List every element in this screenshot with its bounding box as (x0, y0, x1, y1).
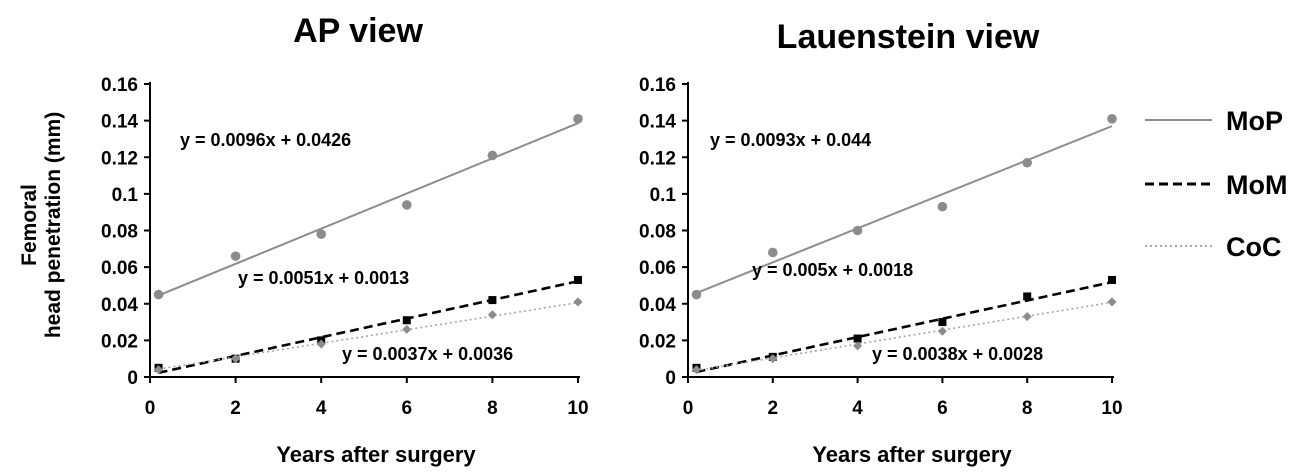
y-tick-label: 0.02 (639, 331, 676, 352)
y-tick-label: 0.1 (112, 185, 139, 206)
chart-panel-lauenstein-view: Lauenstein view 0 0.02 0.04 0.06 0.08 0.1 0.12 0… (639, 18, 1123, 467)
x-tick-label: 2 (768, 398, 779, 419)
data-point-coc (853, 341, 863, 351)
data-point-coc (937, 326, 947, 336)
x-tick-label: 6 (937, 398, 948, 419)
legend-label-mop: MoP (1226, 106, 1283, 136)
data-point-mom (402, 316, 411, 325)
x-tick-label: 4 (316, 398, 327, 419)
trendline-coc (696, 301, 1113, 372)
x-tick-label: 0 (683, 398, 694, 419)
y-axis-label-line1: Femoral (18, 184, 41, 266)
data-point-mom (488, 296, 497, 305)
data-point-mop (316, 229, 327, 239)
legend-label-coc: CoC (1226, 232, 1282, 262)
y-tick-label: 0.02 (101, 331, 138, 352)
y-tick-label: 0 (665, 368, 676, 389)
data-point-coc (573, 297, 583, 307)
x-tick-label: 8 (487, 398, 498, 419)
y-axis-label-line2: head penetration (mm) (42, 112, 65, 338)
data-point-mop (230, 251, 241, 261)
y-tick-label: 0.06 (639, 258, 676, 279)
chart-title: Lauenstein view (777, 18, 1040, 56)
x-tick-label: 4 (852, 398, 863, 419)
legend-label-mom: MoM (1226, 170, 1287, 200)
y-tick-label: 0.14 (639, 112, 676, 133)
data-point-mop (402, 200, 412, 210)
y-tick-label: 0 (127, 368, 138, 389)
trendline-mop (696, 125, 1113, 294)
data-point-mop (1022, 157, 1032, 168)
data-point-coc (402, 324, 412, 334)
legend: MoP MoM CoC (1145, 106, 1287, 262)
y-tick-label: 0.08 (639, 222, 676, 243)
y-tick-label: 0.14 (101, 112, 138, 133)
y-tick-label: 0.16 (639, 75, 676, 96)
y-tick-label: 0.08 (101, 222, 138, 243)
chart-panel-ap-view: AP view 0 0.02 0.04 0.06 0.08 0.1 0.12 0.14 0.16 0… (101, 12, 589, 467)
y-tick-label: 0.04 (101, 295, 138, 316)
data-point-mop (153, 289, 164, 300)
x-tick-label: 8 (1022, 398, 1033, 419)
trend-equation-mop: y = 0.0093x + 0.044 (710, 130, 871, 150)
y-tick-label: 0.1 (650, 185, 677, 206)
data-point-mop (768, 247, 778, 258)
data-point-mop (1107, 113, 1117, 124)
y-tick-label: 0.06 (101, 258, 138, 279)
data-point-mop (691, 289, 702, 300)
data-point-coc (691, 365, 702, 375)
trendline-mop (158, 122, 579, 297)
data-point-mom (853, 334, 862, 343)
trend-equation-mop: y = 0.0096x + 0.0426 (180, 130, 351, 150)
data-point-coc (1107, 297, 1117, 307)
trend-equation-coc: y = 0.0037x + 0.0036 (342, 344, 513, 364)
data-point-mop (852, 225, 863, 236)
x-tick-label: 0 (145, 398, 156, 419)
data-point-mop (937, 201, 948, 212)
x-axis-label: Years after surgery (276, 442, 476, 467)
data-point-mop (573, 113, 583, 124)
trendline-coc (158, 301, 579, 370)
trend-equation-mom: y = 0.005x + 0.0018 (752, 260, 913, 280)
trendline-mom (696, 280, 1113, 374)
y-tick-label: 0.12 (101, 148, 138, 169)
y-tick-label: 0.04 (639, 295, 676, 316)
x-tick-label: 2 (230, 398, 241, 419)
data-point-mom (574, 275, 582, 284)
y-tick-label: 0.16 (101, 75, 138, 96)
data-point-coc (487, 310, 497, 320)
x-tick-label: 6 (402, 398, 413, 419)
x-tick-label: 10 (567, 398, 588, 419)
y-tick-label: 0.12 (639, 148, 676, 169)
trend-equation-mom: y = 0.0051x + 0.0013 (238, 268, 409, 288)
data-point-mop (487, 150, 498, 161)
trend-equation-coc: y = 0.0038x + 0.0028 (872, 344, 1043, 364)
data-point-coc (154, 365, 164, 375)
chart-title: AP view (293, 12, 423, 50)
data-point-mom (1108, 275, 1116, 284)
data-point-coc (231, 354, 241, 364)
x-tick-label: 10 (1101, 398, 1122, 419)
x-axis-label: Years after surgery (812, 442, 1012, 467)
data-point-mom (938, 318, 947, 327)
data-point-coc (1022, 312, 1032, 322)
data-point-mom (1023, 292, 1032, 301)
